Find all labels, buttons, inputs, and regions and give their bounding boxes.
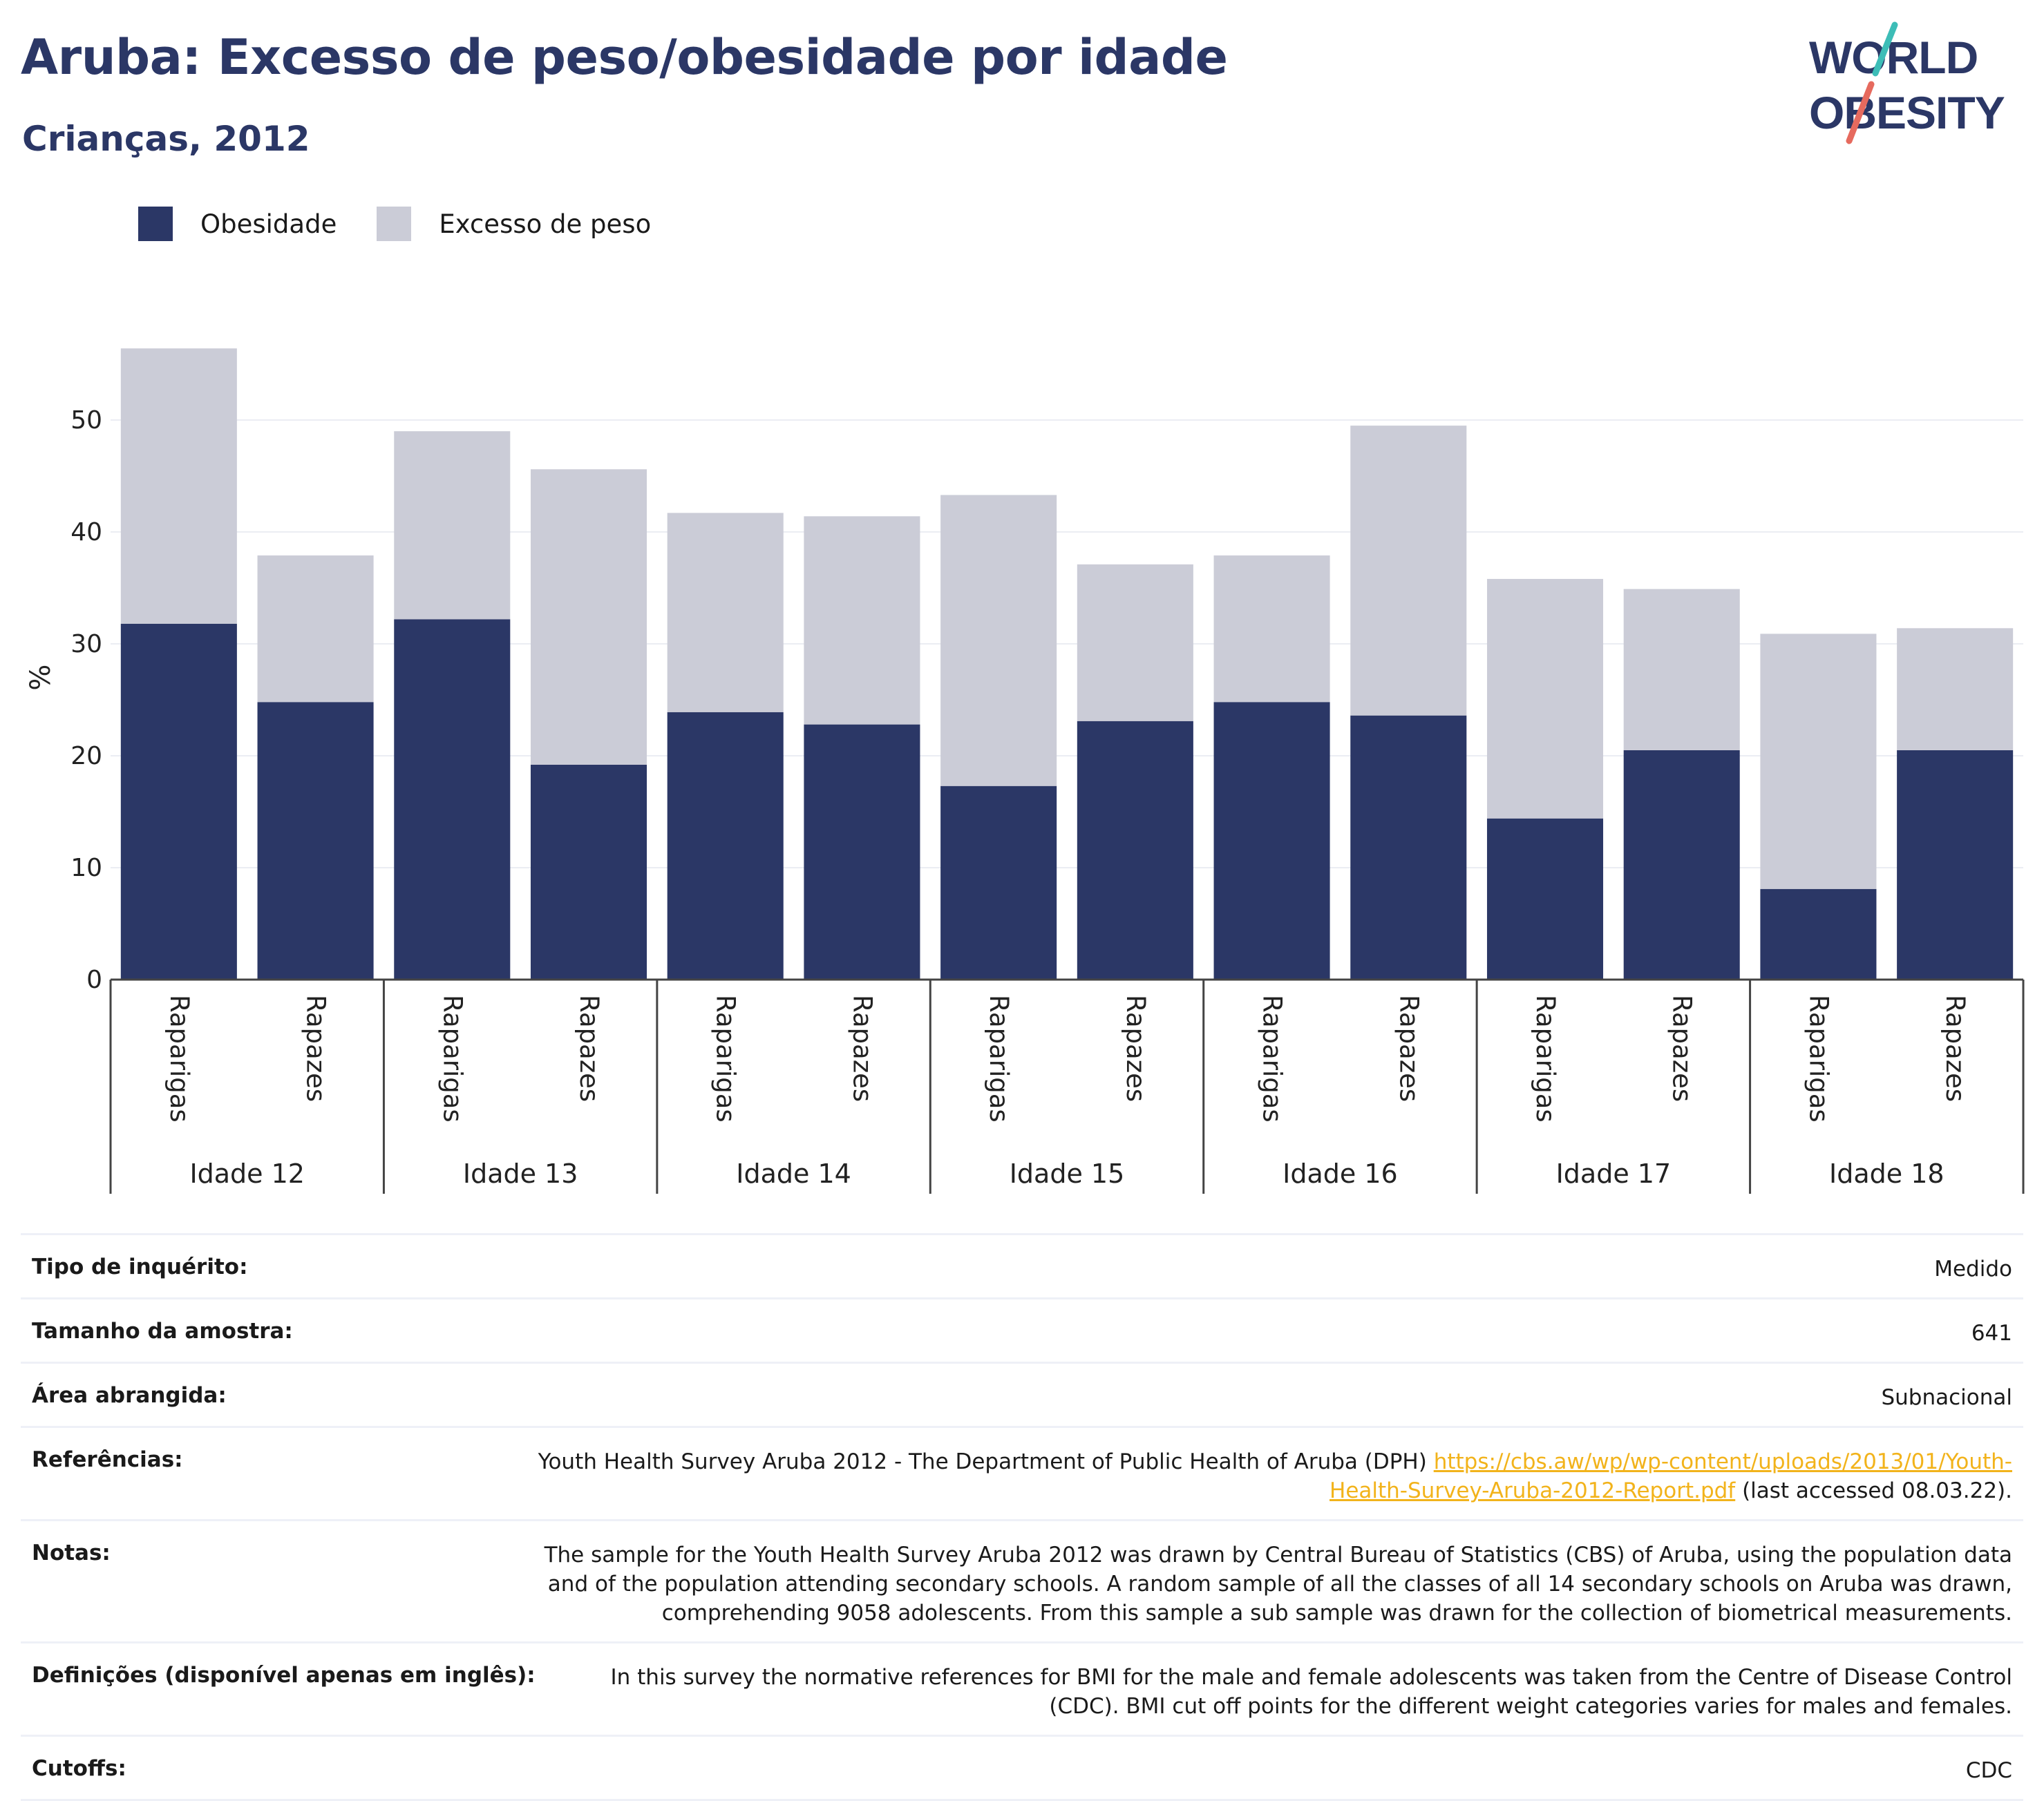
reference-accessed: (last accessed 08.03.22). [1735, 1478, 2012, 1503]
bar-obesidade [1350, 715, 1467, 980]
y-tick-label: 20 [70, 742, 102, 770]
x-tick-label: Raparigas [1258, 995, 1287, 1123]
legend-item-obesidade: Obesidade [138, 207, 337, 241]
group-label: Idade 12 [189, 1159, 305, 1189]
x-tick-label: Rapazes [301, 995, 331, 1102]
legend-swatch-excesso [377, 207, 412, 241]
x-tick-label: Rapazes [1394, 995, 1423, 1102]
y-tick-label: 40 [70, 518, 102, 546]
y-tick-label: 0 [86, 966, 102, 994]
bar-excesso-de-peso [940, 495, 1057, 786]
bar-obesidade [394, 619, 511, 980]
info-label: Definições (disponível apenas em inglês)… [32, 1663, 536, 1688]
bar-excesso-de-peso [1350, 426, 1467, 716]
reference-link[interactable]: https://cbs.aw/wp/wp-content/uploads/201… [1329, 1449, 2012, 1503]
bar-excesso-de-peso [257, 555, 374, 703]
x-tick-label: Raparigas [164, 995, 194, 1123]
info-row-survey-type: Tipo de inquérito: Medido [21, 1233, 2023, 1297]
x-tick-label: Raparigas [711, 995, 741, 1123]
bar-excesso-de-peso [1760, 633, 1877, 889]
bar-obesidade [257, 702, 374, 980]
bar-excesso-de-peso [1213, 555, 1330, 703]
info-row-definitions: Definições (disponível apenas em inglês)… [21, 1641, 2023, 1735]
group-label: Idade 13 [463, 1159, 578, 1189]
info-table: Tipo de inquérito: Medido Tamanho da amo… [21, 1233, 2023, 1801]
bar-excesso-de-peso [120, 348, 237, 624]
bar-obesidade [530, 764, 647, 980]
info-value: CDC [1965, 1758, 2012, 1783]
info-value: Medido [1934, 1257, 2012, 1281]
y-tick-label: 10 [70, 854, 102, 882]
x-tick-label: Rapazes [847, 995, 877, 1102]
y-tick-label: 50 [70, 406, 102, 435]
bar-excesso-de-peso [1486, 579, 1604, 819]
info-label: Área abrangida: [32, 1383, 227, 1408]
x-tick-label: Raparigas [1804, 995, 1833, 1123]
group-label: Idade 17 [1556, 1159, 1672, 1189]
x-tick-label: Rapazes [574, 995, 604, 1102]
x-tick-label: Raparigas [984, 995, 1014, 1123]
legend-swatch-obesidade [138, 207, 173, 241]
reference-text: Youth Health Survey Aruba 2012 - The Dep… [538, 1449, 1434, 1474]
info-label: Notas: [32, 1541, 111, 1565]
bar-excesso-de-peso [804, 516, 920, 725]
x-tick-label: Raparigas [1531, 995, 1560, 1123]
info-label: Referências: [32, 1447, 183, 1472]
bar-obesidade [804, 724, 920, 980]
bar-obesidade [1623, 750, 1740, 980]
bar-excesso-de-peso [1897, 628, 2014, 750]
y-tick-label: 30 [70, 630, 102, 658]
bar-obesidade [667, 712, 784, 980]
info-row-area: Área abrangida: Subnacional [21, 1362, 2023, 1426]
legend-label-obesidade: Obesidade [200, 209, 337, 239]
info-label: Tipo de inquérito: [32, 1255, 248, 1279]
bar-chart: 0 10 20 30 40 50% Idade 12 Idade 13 Idade 14 Idad… [25, 348, 2025, 1194]
logo-line1: WORLD [1809, 32, 1978, 83]
bar-excesso-de-peso [530, 469, 647, 765]
info-row-sample-size: Tamanho da amostra: 641 [21, 1297, 2023, 1362]
y-axis-label: % [25, 665, 57, 691]
bar-excesso-de-peso [1077, 564, 1193, 721]
bar-obesidade [1213, 702, 1330, 980]
info-label: Cutoffs: [32, 1756, 126, 1781]
x-tick-label: Rapazes [1667, 995, 1697, 1102]
bar-obesidade [1897, 750, 2014, 980]
bar-obesidade [1486, 818, 1604, 980]
x-tick-label: Rapazes [1940, 995, 1970, 1102]
logo-line2: OBESITY [1809, 87, 2005, 138]
bar-excesso-de-peso [1623, 589, 1740, 750]
world-obesity-logo: WORLD OBESITY [1809, 21, 2005, 144]
bar-excesso-de-peso [667, 513, 784, 712]
info-value: Youth Health Survey Aruba 2012 - The Dep… [506, 1447, 2012, 1505]
x-tick-label: Raparigas [437, 995, 467, 1123]
bar-excesso-de-peso [394, 431, 511, 620]
bar-obesidade [940, 785, 1057, 980]
info-value: 641 [1971, 1321, 2012, 1346]
bar-obesidade [120, 623, 237, 980]
info-value: Subnacional [1881, 1385, 2012, 1410]
info-row-references: Referências: Youth Health Survey Aruba 2… [21, 1426, 2023, 1519]
group-label: Idade 16 [1283, 1159, 1398, 1189]
info-row-cutoffs: Cutoffs: CDC [21, 1735, 2023, 1801]
legend-item-excesso: Excesso de peso [377, 207, 651, 241]
x-tick-label: Rapazes [1121, 995, 1151, 1102]
chart-title: Aruba: Excesso de peso/obesidade por ida… [21, 29, 1228, 86]
group-label: Idade 18 [1829, 1159, 1944, 1189]
legend-label-excesso: Excesso de peso [439, 209, 652, 239]
bar-obesidade [1077, 721, 1193, 980]
info-value: The sample for the Youth Health Survey A… [544, 1543, 2012, 1626]
info-row-notes: Notas: The sample for the Youth Health S… [21, 1519, 2023, 1641]
bar-obesidade [1760, 888, 1877, 980]
info-value: In this survey the normative references … [610, 1665, 2013, 1719]
chart-legend: Obesidade Excesso de peso [138, 204, 691, 243]
group-label: Idade 14 [736, 1159, 851, 1189]
group-label: Idade 15 [1010, 1159, 1125, 1189]
chart-subtitle: Crianças, 2012 [22, 119, 310, 159]
info-label: Tamanho da amostra: [32, 1319, 293, 1344]
